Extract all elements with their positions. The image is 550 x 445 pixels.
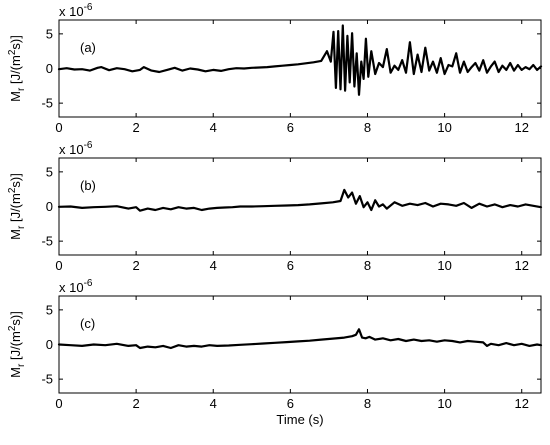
y-tick-label: -5 [41, 372, 53, 387]
axis-multiplier: x 10-6 [59, 2, 93, 19]
x-tick-label: 0 [55, 258, 62, 273]
y-tick-label: 5 [46, 164, 53, 179]
x-tick-label: 0 [55, 120, 62, 135]
y-axis-label-main: M [8, 229, 23, 240]
x-tick-label: 12 [514, 120, 528, 135]
x-tick-label: 12 [514, 258, 528, 273]
axis-multiplier-exponent: -6 [84, 140, 93, 151]
y-tick-label: -5 [41, 234, 53, 249]
y-tick-label: 5 [46, 26, 53, 41]
x-tick-label: 0 [55, 396, 62, 411]
x-tick-label: 6 [287, 396, 294, 411]
y-axis-label-subscript: r [16, 87, 27, 91]
axis-multiplier: x 10-6 [59, 278, 93, 295]
y-axis-label-unit-superscript: 2 [7, 325, 18, 331]
axes-frame [58, 295, 542, 394]
x-axis-label: Time (s) [276, 412, 323, 427]
x-tick-label: 8 [364, 258, 371, 273]
x-tick-label: 8 [364, 396, 371, 411]
axis-multiplier-base: x 10 [59, 280, 84, 295]
y-axis-label-unit: [J/(m [8, 331, 23, 364]
y-tick-label: 0 [46, 61, 53, 76]
y-axis-label: Mr [J/(m2s)] [7, 35, 27, 102]
y-axis-label-unit: [J/(m [8, 193, 23, 226]
series-line [57, 24, 543, 96]
y-axis-label-unit-end: s)] [8, 35, 23, 49]
y-tick-label: 5 [46, 302, 53, 317]
x-tick-label: 2 [133, 396, 140, 411]
y-tick-label: 0 [46, 199, 53, 214]
axis-multiplier-exponent: -6 [84, 2, 93, 13]
y-tick-label: -5 [41, 96, 53, 111]
y-axis-label-unit: [J/(m [8, 55, 23, 88]
x-tick-label: 2 [133, 258, 140, 273]
series-line [57, 328, 543, 350]
x-tick-label: 10 [437, 258, 451, 273]
x-tick-label: 6 [287, 120, 294, 135]
series-line [57, 188, 543, 212]
axis-multiplier-exponent: -6 [84, 278, 93, 289]
x-tick-label: 10 [437, 396, 451, 411]
x-tick-label: 4 [210, 120, 217, 135]
panel-label: (c) [80, 316, 95, 331]
y-axis-label-unit-end: s)] [8, 173, 23, 187]
x-tick-label: 2 [133, 120, 140, 135]
y-axis-label-main: M [8, 91, 23, 102]
x-tick-label: 4 [210, 258, 217, 273]
y-axis-label-unit-superscript: 2 [7, 187, 18, 193]
panel-label: (a) [80, 40, 96, 55]
x-tick-label: 4 [210, 396, 217, 411]
axis-multiplier: x 10-6 [59, 140, 93, 157]
y-axis-label-unit-superscript: 2 [7, 49, 18, 55]
y-axis-label: Mr [J/(m2s)] [7, 311, 27, 378]
x-tick-label: 8 [364, 120, 371, 135]
axis-multiplier-base: x 10 [59, 4, 84, 19]
axes-frame [58, 19, 542, 118]
y-tick-label: 0 [46, 337, 53, 352]
axis-multiplier-base: x 10 [59, 142, 84, 157]
panel-label: (b) [80, 178, 96, 193]
y-axis-label-unit-end: s)] [8, 311, 23, 325]
y-axis-label: Mr [J/(m2s)] [7, 173, 27, 240]
x-tick-label: 6 [287, 258, 294, 273]
y-axis-label-main: M [8, 367, 23, 378]
x-tick-label: 12 [514, 396, 528, 411]
y-axis-label-subscript: r [16, 363, 27, 367]
x-tick-label: 10 [437, 120, 451, 135]
y-axis-label-subscript: r [16, 225, 27, 229]
